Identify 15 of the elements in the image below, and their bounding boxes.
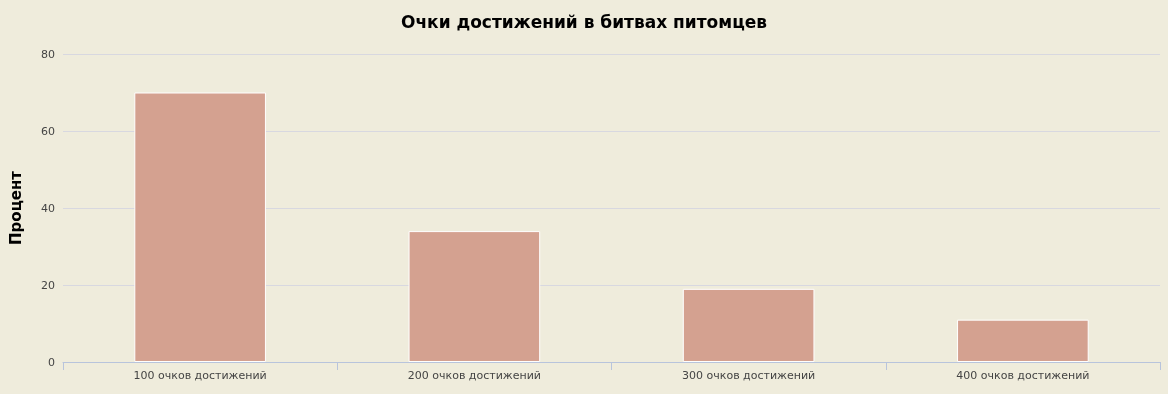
x-tick-label: 200 очков достижений [407,369,541,382]
y-tick-label: 80 [41,47,55,61]
bar [134,92,266,362]
x-tick-label: 100 очков достижений [133,369,267,382]
x-tick-label: 400 очков достижений [956,369,1090,382]
y-axis-title: Процент [6,170,25,245]
y-tick-label: 60 [41,124,55,138]
y-tick-label: 40 [41,201,55,215]
x-tick-label: 300 очков достижений [682,369,816,382]
y-tick-label: 20 [41,278,55,292]
bar [408,231,541,362]
y-tick-label: 0 [48,355,55,369]
chart-title: Очки достижений в битвах питомцев [400,11,768,32]
bar [682,288,815,362]
bar [957,319,1089,362]
